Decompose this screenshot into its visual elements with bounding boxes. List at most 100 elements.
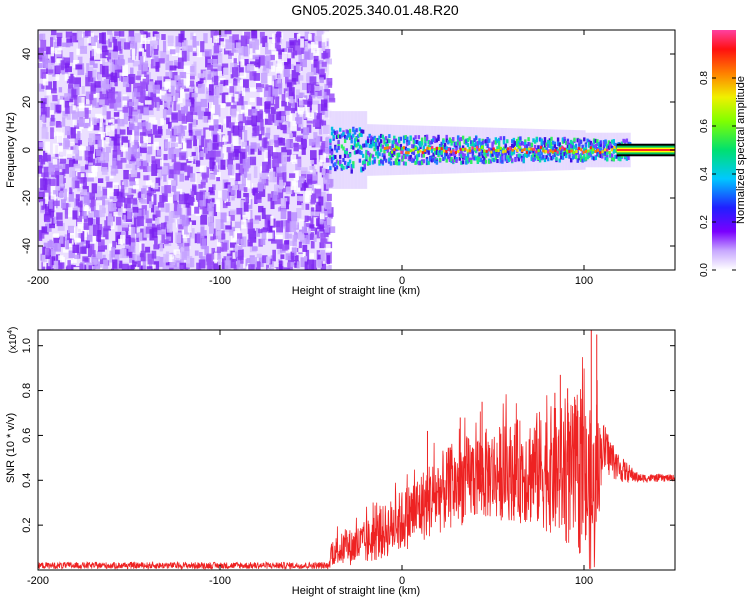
signal-cell — [357, 141, 360, 146]
noise-speckle — [72, 105, 76, 111]
noise-speckle — [64, 126, 71, 136]
noise-speckle — [50, 251, 55, 256]
signal-cell — [432, 155, 435, 160]
signal-cell — [501, 156, 504, 161]
noise-speckle — [53, 159, 60, 171]
noise-speckle — [141, 243, 145, 252]
signal-cell — [375, 137, 378, 142]
noise-speckle — [187, 206, 192, 216]
noise-speckle — [132, 206, 139, 213]
noise-speckle — [226, 147, 232, 159]
signal-cell — [568, 151, 571, 156]
signal-cell — [504, 144, 507, 149]
noise-speckle — [211, 88, 217, 95]
signal-cell — [389, 161, 393, 166]
noise-speckle — [217, 53, 223, 64]
noise-speckle — [92, 69, 97, 78]
signal-cell — [353, 150, 357, 155]
signal-cell — [579, 153, 583, 158]
noise-speckle — [244, 120, 252, 126]
noise-speckle — [72, 244, 80, 253]
signal-cell — [614, 154, 617, 159]
noise-speckle — [248, 264, 255, 270]
noise-speckle — [112, 182, 119, 190]
noise-speckle — [80, 166, 87, 176]
signal-cell — [501, 158, 504, 163]
signal-cell — [502, 136, 506, 141]
noise-speckle — [114, 119, 120, 124]
noise-speckle — [93, 140, 100, 145]
noise-speckle — [149, 229, 155, 241]
noise-speckle — [190, 118, 197, 128]
signal-cell — [568, 144, 571, 149]
signal-cell — [466, 155, 470, 160]
noise-speckle — [94, 48, 101, 60]
noise-speckle — [283, 88, 290, 94]
noise-speckle — [285, 111, 293, 122]
signal-cell — [407, 140, 411, 145]
noise-speckle — [165, 196, 173, 204]
noise-speckle — [324, 84, 329, 93]
noise-speckle — [39, 57, 45, 62]
noise-speckle — [137, 209, 142, 220]
noise-speckle — [176, 262, 182, 268]
snr-multiplier: (x104) — [7, 327, 19, 354]
noise-speckle — [164, 185, 171, 194]
noise-speckle — [197, 73, 204, 79]
signal-cell — [504, 153, 507, 158]
signal-cell — [422, 159, 425, 164]
noise-speckle — [58, 87, 63, 93]
noise-speckle — [123, 214, 127, 223]
noise-speckle — [245, 36, 250, 45]
noise-speckle — [174, 204, 182, 216]
noise-speckle — [200, 214, 208, 225]
signal-cell — [353, 143, 357, 148]
signal-ridge-cell — [400, 150, 403, 154]
noise-speckle — [165, 62, 169, 70]
noise-speckle — [155, 168, 161, 174]
noise-speckle — [149, 117, 156, 124]
signal-cell — [404, 146, 407, 151]
noise-speckle — [69, 52, 74, 63]
signal-cell — [383, 155, 386, 160]
noise-speckle — [320, 238, 328, 248]
noise-speckle — [110, 72, 118, 83]
signal-cell — [550, 156, 553, 161]
noise-speckle — [74, 133, 79, 144]
noise-speckle — [254, 125, 260, 136]
noise-speckle — [273, 184, 278, 195]
signal-cell — [342, 146, 345, 151]
noise-speckle — [285, 139, 290, 149]
signal-cell — [434, 159, 437, 164]
signal-cell — [525, 144, 529, 149]
signal-cell — [412, 139, 416, 144]
signal-cell — [384, 146, 388, 151]
signal-ridge-cell — [589, 146, 592, 150]
noise-speckle — [295, 269, 302, 270]
signal-ridge-cell — [499, 146, 502, 150]
noise-speckle — [256, 96, 263, 106]
signal-ridge-cell — [476, 145, 479, 149]
noise-speckle — [272, 33, 276, 43]
noise-speckle — [132, 260, 138, 267]
noise-speckle — [219, 83, 224, 94]
noise-speckle — [109, 189, 113, 197]
signal-cell — [375, 142, 378, 147]
signal-ridge-cell — [414, 147, 417, 151]
signal-cell — [538, 153, 542, 158]
signal-cell — [396, 161, 399, 166]
noise-speckle — [133, 185, 140, 190]
signal-ridge-cell — [483, 149, 486, 153]
signal-cell — [414, 160, 417, 165]
noise-speckle — [62, 163, 69, 174]
signal-halo — [351, 111, 353, 189]
noise-speckle — [137, 122, 144, 130]
noise-speckle — [142, 259, 146, 270]
noise-speckle — [220, 219, 224, 230]
noise-speckle — [193, 135, 197, 147]
noise-speckle — [69, 166, 76, 178]
signal-cell — [532, 157, 535, 162]
signal-cell — [350, 135, 353, 140]
noise-speckle — [203, 167, 210, 178]
signal-ridge-cell — [468, 149, 472, 153]
